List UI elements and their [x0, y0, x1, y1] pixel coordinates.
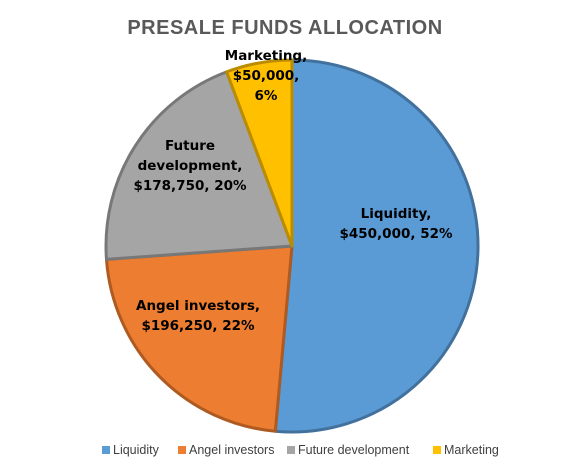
pie-slice-angel-investors: [104, 244, 294, 433]
legend-label-liquidity: Liquidity: [113, 443, 160, 457]
pie-slice-future-development: [104, 70, 294, 261]
legend-swatch-angel-investors: [178, 446, 186, 454]
data-label-angel-investors: Angel investors, $196,250, 22%: [136, 298, 260, 334]
legend-label-future-development: Future development: [298, 443, 410, 457]
slice-labels: Liquidity, $450,000, 52% Angel investors, $…: [133, 48, 452, 334]
pie-slice-marketing: [225, 58, 294, 248]
legend-swatch-future-development: [287, 446, 295, 454]
data-label-future-development: Future development, $178,750, 20%: [133, 138, 246, 194]
pie-slices: [104, 58, 480, 434]
pie-slice-liquidity: [273, 58, 480, 434]
legend-swatch-marketing: [433, 446, 441, 454]
legend-label-marketing: Marketing: [444, 443, 499, 457]
chart-title: PRESALE FUNDS ALLOCATION: [127, 17, 442, 39]
legend-swatch-liquidity: [102, 446, 110, 454]
data-label-liquidity: Liquidity, $450,000, 52%: [339, 206, 452, 242]
legend: Liquidity Angel investors Future developme…: [102, 443, 499, 457]
data-label-marketing: Marketing, $50,000, 6%: [225, 48, 307, 104]
legend-label-angel-investors: Angel investors: [189, 443, 274, 457]
